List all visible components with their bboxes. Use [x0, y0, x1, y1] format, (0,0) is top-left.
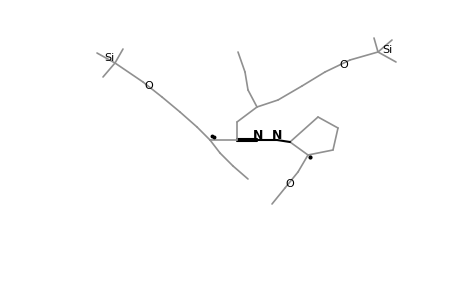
- Text: Si: Si: [381, 45, 391, 55]
- Text: N: N: [271, 128, 281, 142]
- Text: O: O: [144, 81, 153, 91]
- Text: N: N: [252, 128, 263, 142]
- Text: O: O: [285, 179, 294, 189]
- Text: O: O: [339, 60, 347, 70]
- Text: Si: Si: [104, 53, 114, 63]
